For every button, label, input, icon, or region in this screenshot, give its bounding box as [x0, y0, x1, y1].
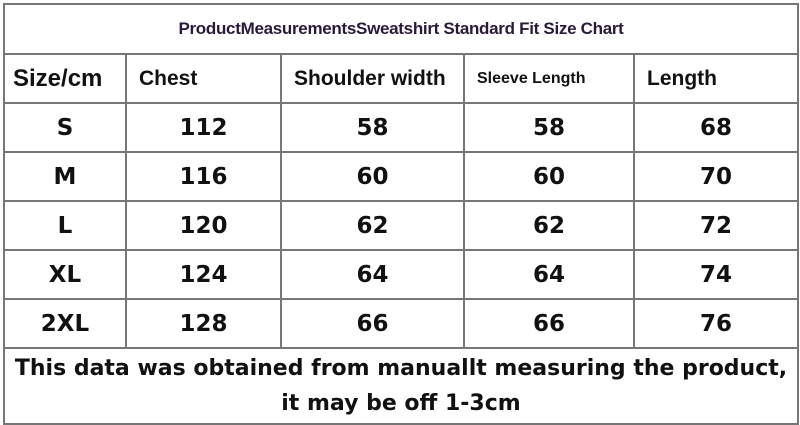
table-row: XL 124 64 64 74 [5, 249, 797, 300]
header-sleeve-length: Sleeve Length [463, 55, 635, 104]
table-row: L 120 62 62 72 [5, 200, 797, 251]
cell-length: 68 [633, 103, 797, 153]
cell-chest: 128 [125, 298, 282, 349]
header-length: Length [633, 55, 797, 104]
size-chart: ProductMeasurementsSweatshirt Standard F… [3, 3, 799, 425]
size-table: Size/cm Chest Shoulder width Sleeve Leng… [5, 55, 797, 349]
cell-size: M [5, 151, 127, 202]
header-shoulder-width: Shoulder width [280, 55, 465, 104]
cell-chest: 112 [125, 103, 282, 153]
cell-length: 74 [633, 249, 797, 300]
cell-length: 76 [633, 298, 797, 349]
chart-title: ProductMeasurementsSweatshirt Standard F… [5, 5, 797, 55]
table-row: S 112 58 58 68 [5, 103, 797, 153]
cell-size: L [5, 200, 127, 251]
cell-sleeve-length: 64 [463, 249, 635, 300]
cell-shoulder-width: 58 [280, 103, 465, 153]
cell-chest: 116 [125, 151, 282, 202]
cell-length: 70 [633, 151, 797, 202]
cell-size: S [5, 103, 127, 153]
footnote: This data was obtained from manuallt mea… [5, 348, 797, 423]
header-chest: Chest [125, 55, 282, 104]
cell-sleeve-length: 58 [463, 103, 635, 153]
footnote-line-1: This data was obtained from manuallt mea… [14, 355, 788, 381]
table-row: M 116 60 60 70 [5, 151, 797, 202]
cell-chest: 124 [125, 249, 282, 300]
footnote-line-2: it may be off 1-3cm [281, 390, 521, 416]
cell-sleeve-length: 66 [463, 298, 635, 349]
table-row: 2XL 128 66 66 76 [5, 298, 797, 349]
cell-shoulder-width: 66 [280, 298, 465, 349]
cell-shoulder-width: 64 [280, 249, 465, 300]
cell-size: XL [5, 249, 127, 300]
header-size: Size/cm [5, 55, 127, 104]
cell-sleeve-length: 60 [463, 151, 635, 202]
header-row: Size/cm Chest Shoulder width Sleeve Leng… [5, 55, 797, 104]
cell-length: 72 [633, 200, 797, 251]
cell-shoulder-width: 60 [280, 151, 465, 202]
cell-chest: 120 [125, 200, 282, 251]
cell-sleeve-length: 62 [463, 200, 635, 251]
cell-size: 2XL [5, 298, 127, 349]
cell-shoulder-width: 62 [280, 200, 465, 251]
